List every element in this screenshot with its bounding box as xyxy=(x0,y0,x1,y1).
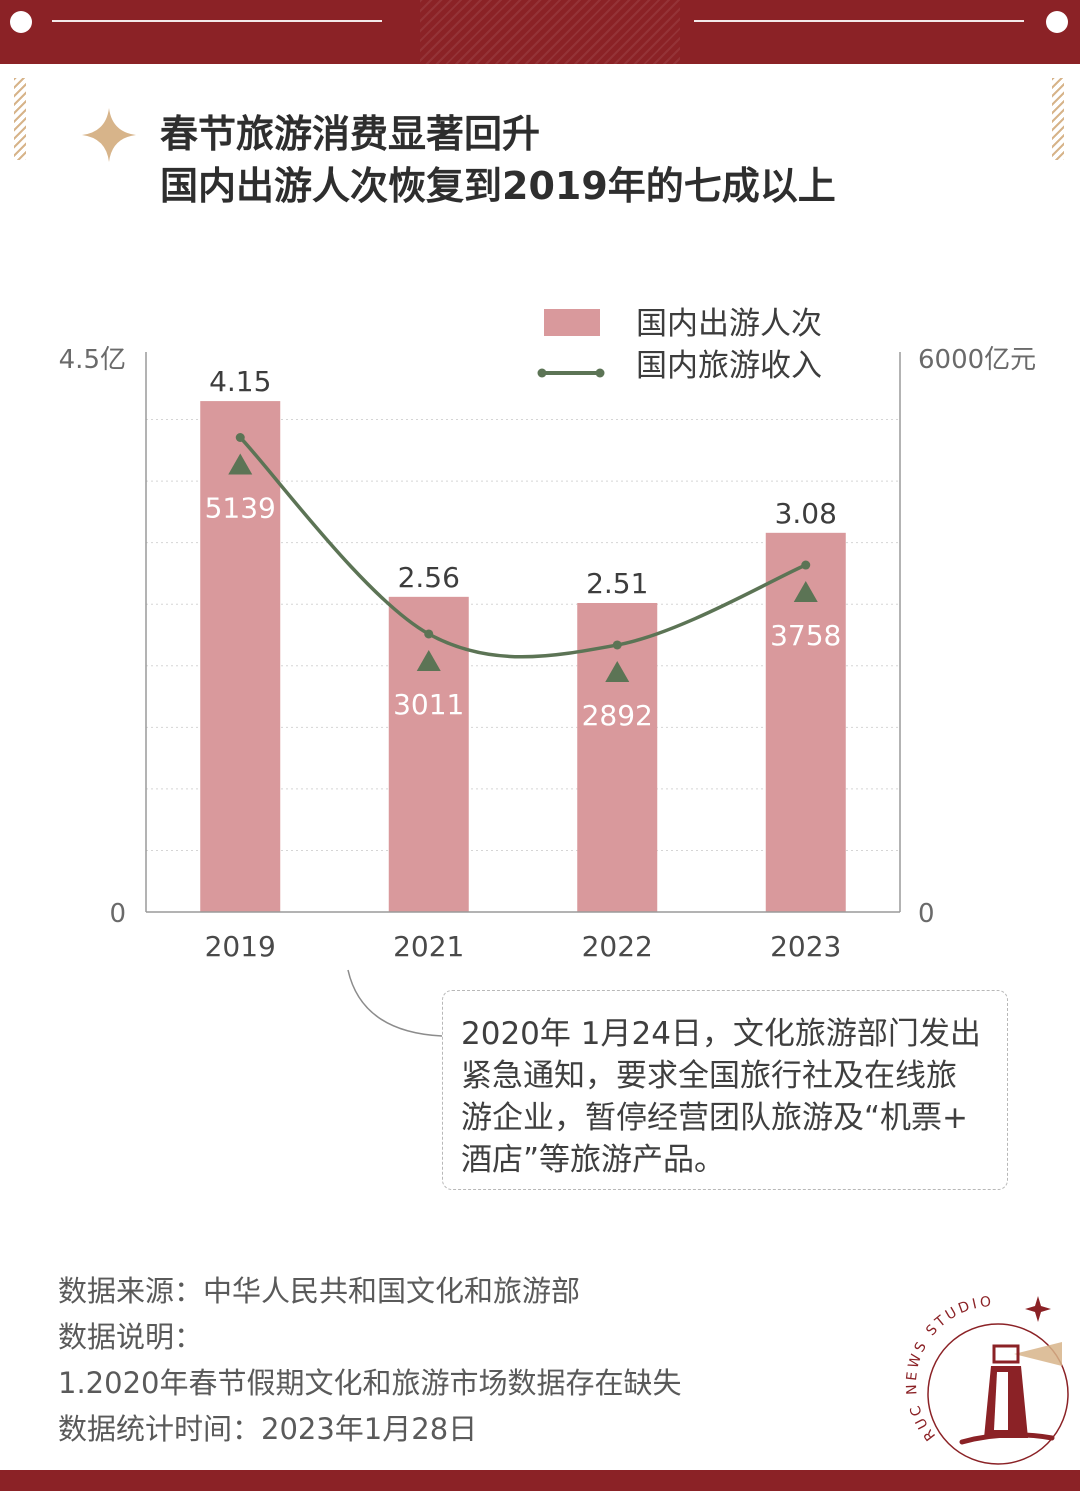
right-axis-max-label: 6000亿元 xyxy=(918,345,1036,375)
annotation-line: 紧急通知，要求全国旅行社及在线旅 xyxy=(461,1058,957,1094)
side-hatch-right xyxy=(1052,78,1064,160)
revenue-value-label: 3758 xyxy=(770,619,841,652)
annotation-line: 游企业，暂停经营团队旅游及“机票+ xyxy=(461,1100,969,1136)
revenue-marker-icon xyxy=(605,660,630,682)
bar-value-label: 2.51 xyxy=(586,567,648,600)
sparkle-icon xyxy=(82,108,136,162)
bottom-banner xyxy=(0,1470,1080,1491)
title-line-2: 国内出游人次恢复到2019年的七成以上 xyxy=(160,164,836,208)
revenue-value-label: 3011 xyxy=(393,688,464,721)
studio-logo: RUC NEWS STUDIO xyxy=(904,1294,1069,1465)
x-tick-label: 2022 xyxy=(582,930,653,963)
top-banner xyxy=(0,0,1080,64)
banner-line-right xyxy=(694,20,1024,22)
legend-label-bar: 国内出游人次 xyxy=(636,306,822,342)
page-title: 春节旅游消费显著回升 国内出游人次恢复到2019年的七成以上 xyxy=(160,108,836,212)
revenue-marker-icon xyxy=(793,581,818,603)
right-axis-min-label: 0 xyxy=(918,899,935,929)
x-tick-label: 2021 xyxy=(393,930,464,963)
footer-notes: 数据来源：中华人民共和国文化和旅游部 数据说明： 1.2020年春节假期文化和旅… xyxy=(58,1268,681,1452)
bar xyxy=(577,602,658,912)
note-item: 1.2020年春节假期文化和旅游市场数据存在缺失 xyxy=(58,1366,682,1400)
bar xyxy=(388,596,469,912)
revenue-point xyxy=(235,432,245,442)
bar-value-label: 2.56 xyxy=(398,561,460,594)
left-axis-min-label: 0 xyxy=(109,899,126,929)
notes-heading: 数据说明： xyxy=(58,1320,204,1354)
annotation-connector xyxy=(347,969,443,1037)
revenue-line xyxy=(238,436,807,659)
annotation-box: 2020年 1月24日，文化旅游部门发出 紧急通知，要求全国旅行社及在线旅 游企… xyxy=(442,990,1008,1190)
bar xyxy=(200,401,281,912)
banner-dot-right xyxy=(1046,11,1068,33)
revenue-marker-icon xyxy=(416,649,441,671)
x-tick-label: 2019 xyxy=(205,930,276,963)
bar-value-label: 4.15 xyxy=(209,365,271,398)
legend-swatch-dot-right xyxy=(595,368,605,378)
svg-text:RUC NEWS STUDIO: RUC NEWS STUDIO xyxy=(904,1294,995,1444)
legend-swatch-bar xyxy=(544,309,600,336)
revenue-point xyxy=(424,629,434,639)
title-line-1: 春节旅游消费显著回升 xyxy=(160,112,541,156)
legend-swatch-dot-left xyxy=(537,368,547,378)
legend-label-line: 国内旅游收入 xyxy=(636,348,822,384)
revenue-value-label: 2892 xyxy=(582,699,653,732)
revenue-point xyxy=(612,640,622,650)
revenue-marker-icon xyxy=(228,453,253,475)
chart: 4.15 2.56 2.51 3.08 5139 3011 2892 3758 4.5亿 0 6… xyxy=(59,306,1037,963)
bar-value-label: 3.08 xyxy=(775,497,837,530)
logo-text: RUC NEWS STUDIO xyxy=(904,1294,992,1444)
side-hatch-left xyxy=(14,78,26,160)
data-source: 数据来源：中华人民共和国文化和旅游部 xyxy=(58,1274,581,1308)
revenue-point xyxy=(801,560,811,570)
x-tick-label: 2023 xyxy=(770,930,841,963)
stats-time: 数据统计时间：2023年1月28日 xyxy=(58,1412,478,1446)
left-axis-max-label: 4.5亿 xyxy=(59,345,126,375)
banner-line-left xyxy=(52,20,382,22)
revenue-value-label: 5139 xyxy=(205,491,276,524)
annotation-line: 酒店”等旅游产品。 xyxy=(461,1142,726,1178)
annotation-line: 2020年 1月24日，文化旅游部门发出 xyxy=(461,1016,981,1052)
banner-hatch xyxy=(420,0,680,64)
banner-dot-left xyxy=(10,11,32,33)
